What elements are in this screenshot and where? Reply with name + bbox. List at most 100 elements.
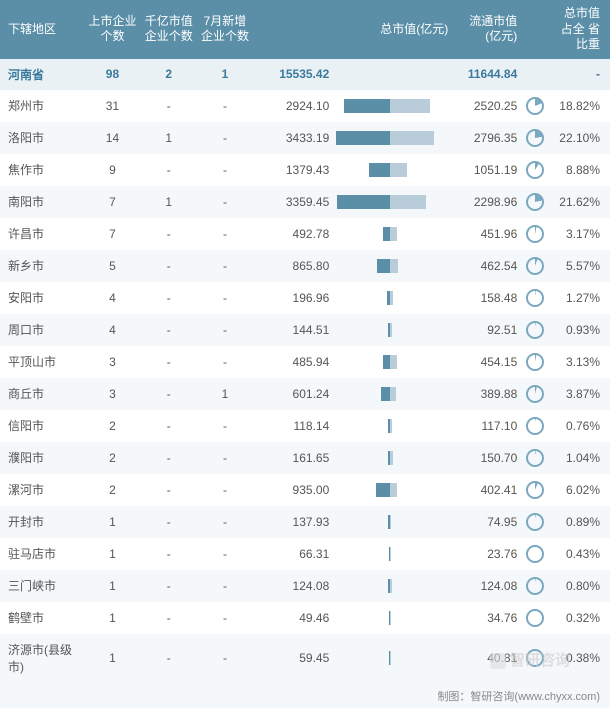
cell-qianyi: - xyxy=(141,250,197,282)
cell-pie xyxy=(521,186,549,218)
pie-icon xyxy=(526,577,544,595)
cell-circmv: 150.70 xyxy=(454,442,521,474)
bar-total xyxy=(383,227,391,241)
cell-circmv: 117.10 xyxy=(454,410,521,442)
cell-julynew: 1 xyxy=(197,59,253,90)
cell-pct: 0.89% xyxy=(549,506,610,538)
cell-julynew: - xyxy=(197,218,253,250)
cell-pct: 1.27% xyxy=(549,282,610,314)
cell-region: 濮阳市 xyxy=(0,442,84,474)
cell-totalmv: 865.80 xyxy=(253,250,335,282)
cell-circmv: 40.81 xyxy=(454,634,521,682)
cell-julynew: - xyxy=(197,602,253,634)
cell-julynew: - xyxy=(197,442,253,474)
cell-pct: 0.43% xyxy=(549,538,610,570)
pie-icon xyxy=(526,417,544,435)
cell-totalmv: 144.51 xyxy=(253,314,335,346)
cell-julynew: 1 xyxy=(197,378,253,410)
pie-icon xyxy=(526,193,544,211)
cell-listed: 5 xyxy=(84,250,140,282)
cell-totalmv: 118.14 xyxy=(253,410,335,442)
table-row: 南阳市71-3359.452298.9621.62% xyxy=(0,186,610,218)
cell-region: 鹤壁市 xyxy=(0,602,84,634)
cell-region: 漯河市 xyxy=(0,474,84,506)
cell-qianyi: 1 xyxy=(141,122,197,154)
cell-circmv: 74.95 xyxy=(454,506,521,538)
cell-bars xyxy=(335,506,454,538)
cell-qianyi: - xyxy=(141,602,197,634)
cell-pie xyxy=(521,634,549,682)
cell-region: 焦作市 xyxy=(0,154,84,186)
cell-julynew: - xyxy=(197,154,253,186)
cell-region: 郑州市 xyxy=(0,90,84,122)
cell-pie xyxy=(521,410,549,442)
cell-circmv: 402.41 xyxy=(454,474,521,506)
cell-julynew: - xyxy=(197,506,253,538)
bar-circ xyxy=(390,483,396,497)
cell-region: 周口市 xyxy=(0,314,84,346)
cell-totalmv: 124.08 xyxy=(253,570,335,602)
cell-circmv: 92.51 xyxy=(454,314,521,346)
cell-totalmv: 2924.10 xyxy=(253,90,335,122)
cell-listed: 31 xyxy=(84,90,140,122)
cell-pie xyxy=(521,570,549,602)
cell-region: 三门峡市 xyxy=(0,570,84,602)
cell-bars xyxy=(335,186,454,218)
table-row: 信阳市2--118.14117.100.76% xyxy=(0,410,610,442)
cell-bars xyxy=(335,410,454,442)
cell-qianyi: - xyxy=(141,218,197,250)
cell-totalmv: 49.46 xyxy=(253,602,335,634)
cell-qianyi: - xyxy=(141,442,197,474)
cell-totalmv: 66.31 xyxy=(253,538,335,570)
cell-pct: 0.93% xyxy=(549,314,610,346)
cell-region: 开封市 xyxy=(0,506,84,538)
bar-circ xyxy=(390,131,434,145)
cell-julynew: - xyxy=(197,346,253,378)
cell-bars xyxy=(335,346,454,378)
cell-totalmv: 59.45 xyxy=(253,634,335,682)
cell-qianyi: - xyxy=(141,378,197,410)
table-row: 鹤壁市1--49.4634.760.32% xyxy=(0,602,610,634)
cell-totalmv: 601.24 xyxy=(253,378,335,410)
cell-circmv: 462.54 xyxy=(454,250,521,282)
cell-pct: - xyxy=(549,59,610,90)
cell-julynew: - xyxy=(197,122,253,154)
cell-circmv: 2520.25 xyxy=(454,90,521,122)
cell-bars xyxy=(335,154,454,186)
cell-pie xyxy=(521,218,549,250)
cell-pie xyxy=(521,122,549,154)
cell-julynew: - xyxy=(197,250,253,282)
cell-listed: 4 xyxy=(84,282,140,314)
cell-qianyi: 2 xyxy=(141,59,197,90)
table-row: 新乡市5--865.80462.545.57% xyxy=(0,250,610,282)
cell-qianyi: 1 xyxy=(141,186,197,218)
footer-credit: 制图：智研咨询(www.chyxx.com) xyxy=(0,682,610,708)
cell-region: 平顶山市 xyxy=(0,346,84,378)
pie-icon xyxy=(526,545,544,563)
pie-icon xyxy=(526,649,544,667)
cell-pie xyxy=(521,154,549,186)
cell-julynew: - xyxy=(197,570,253,602)
cell-pct: 18.82% xyxy=(549,90,610,122)
cell-pct: 3.87% xyxy=(549,378,610,410)
cell-pct: 3.13% xyxy=(549,346,610,378)
cell-circmv: 124.08 xyxy=(454,570,521,602)
cell-bars xyxy=(335,59,454,90)
bar-circ xyxy=(390,651,391,665)
cell-julynew: - xyxy=(197,90,253,122)
cell-pie xyxy=(521,250,549,282)
bar-circ xyxy=(390,291,392,305)
cell-pie xyxy=(521,602,549,634)
cell-qianyi: - xyxy=(141,314,197,346)
bar-circ xyxy=(390,611,391,625)
cell-circmv: 34.76 xyxy=(454,602,521,634)
pie-icon xyxy=(526,481,544,499)
header-totalmv: 总市值(亿元) xyxy=(253,0,454,59)
cell-region: 洛阳市 xyxy=(0,122,84,154)
cell-region: 济源市(县级市) xyxy=(0,634,84,682)
cell-totalmv: 161.65 xyxy=(253,442,335,474)
cell-listed: 3 xyxy=(84,346,140,378)
table-row: 焦作市9--1379.431051.198.88% xyxy=(0,154,610,186)
bar-circ xyxy=(390,355,397,369)
cell-pct: 3.17% xyxy=(549,218,610,250)
